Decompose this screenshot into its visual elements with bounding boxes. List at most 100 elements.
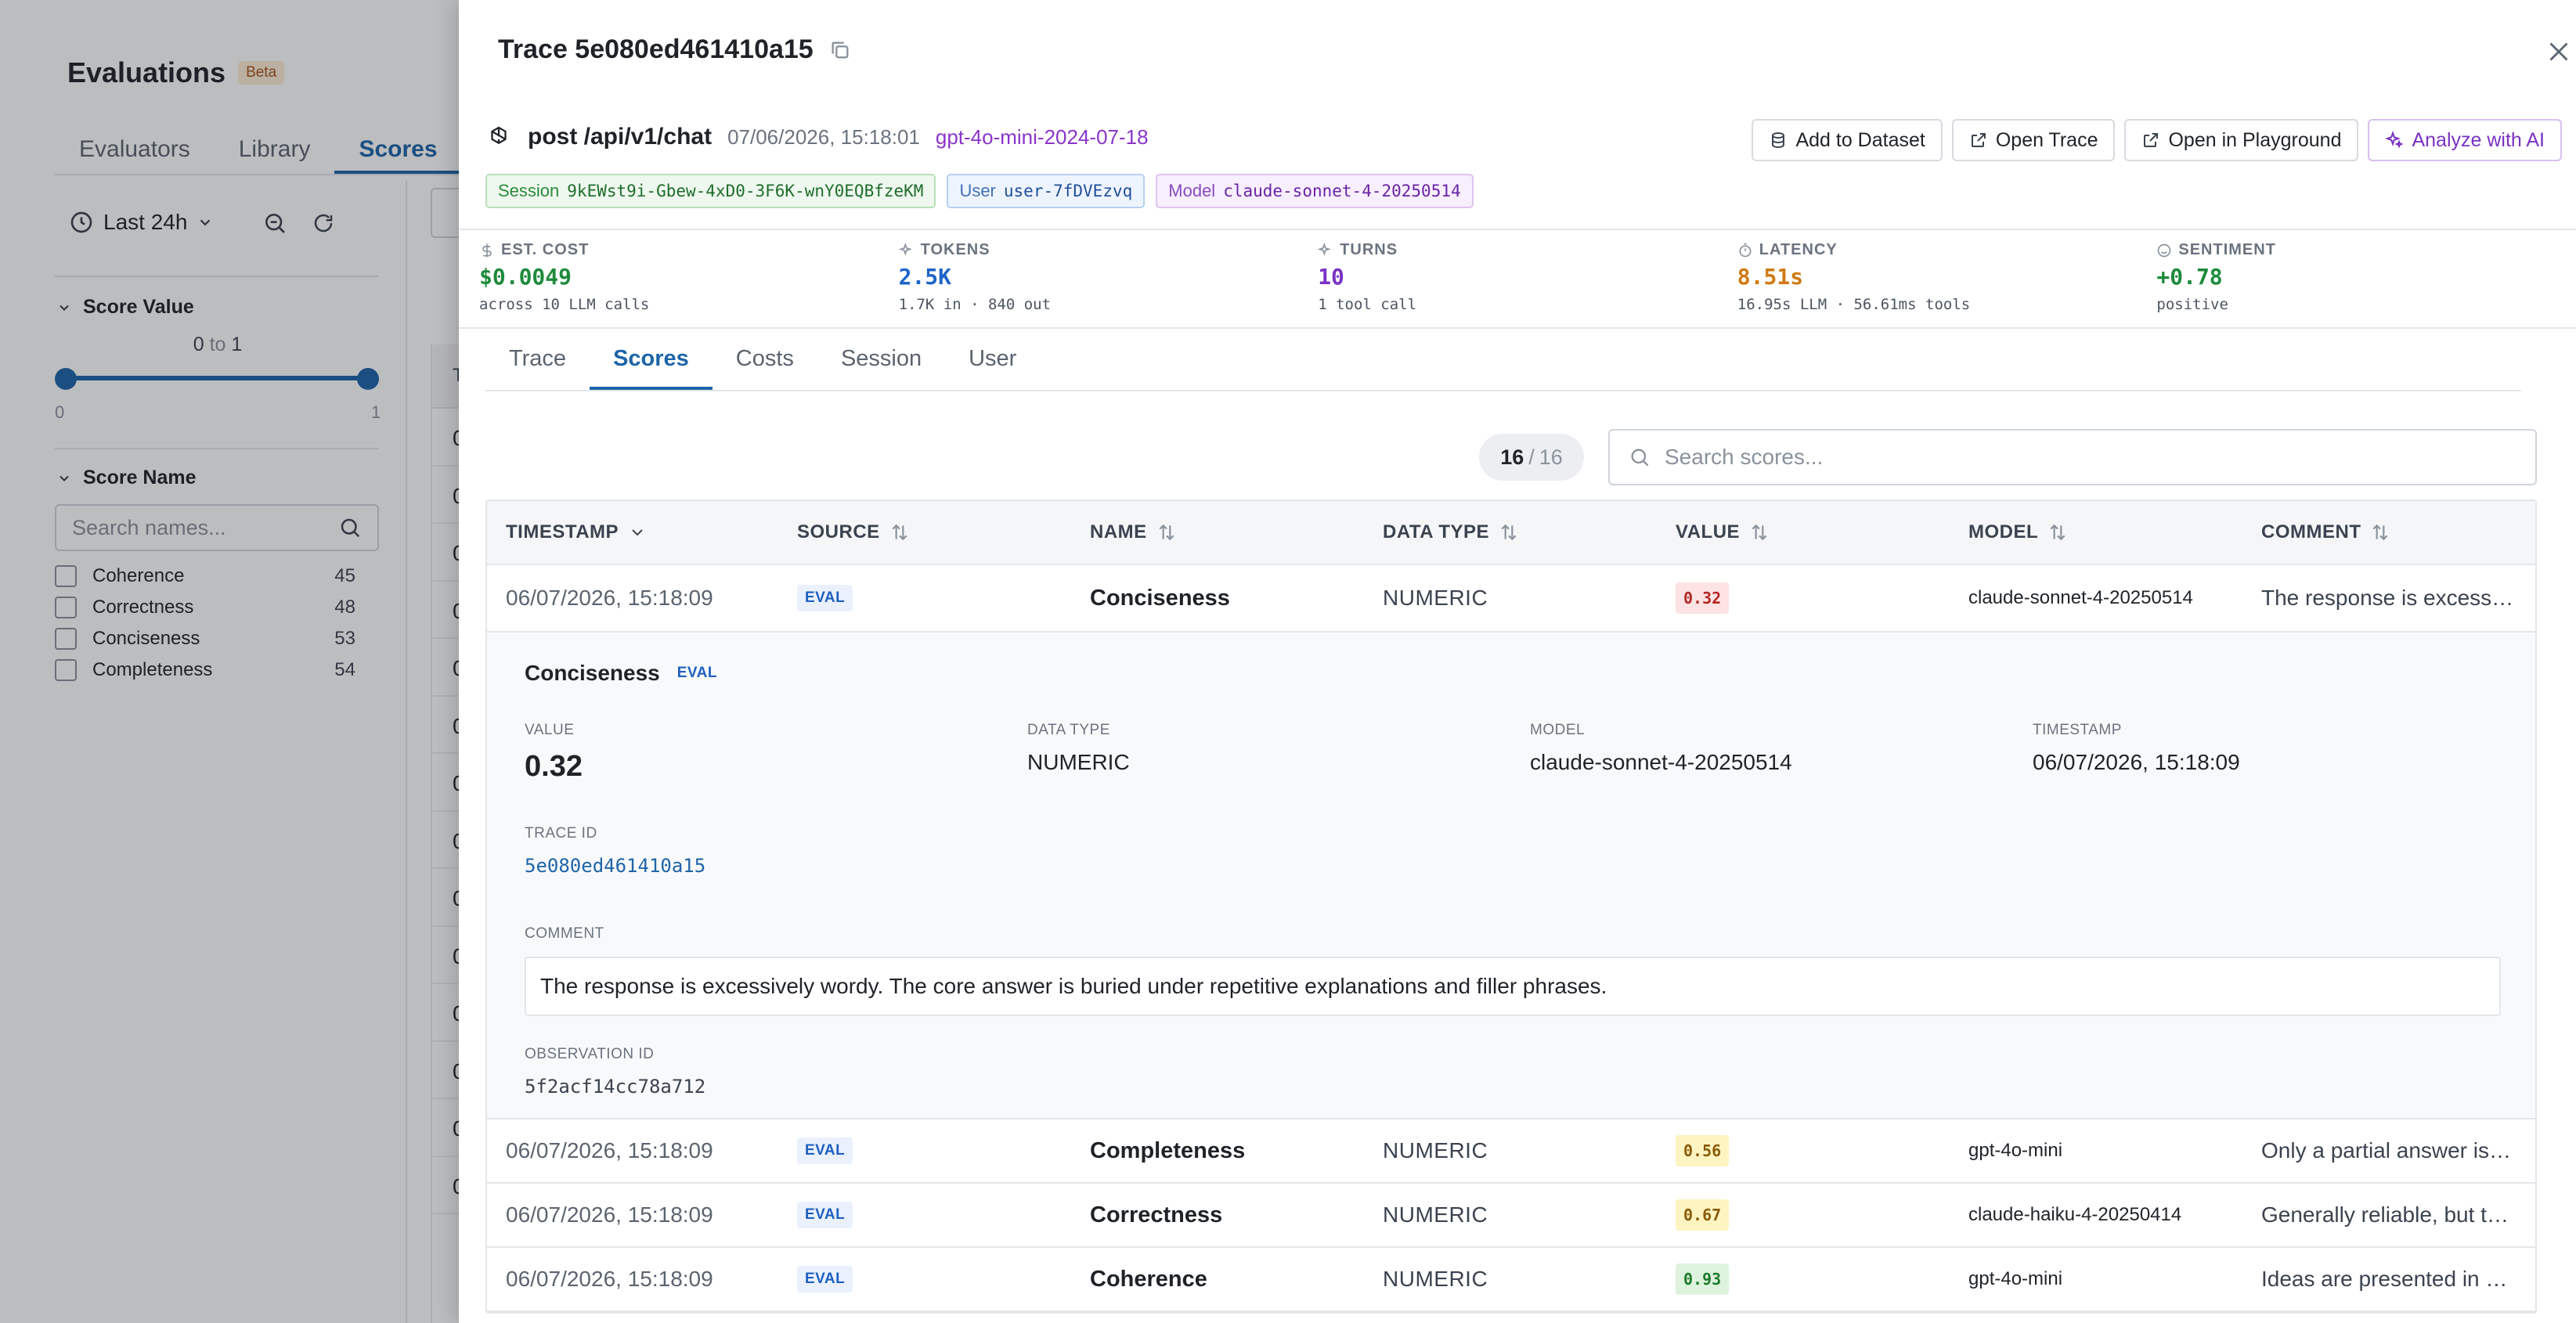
slider-min-label: 0 [55,402,65,422]
tab-trace[interactable]: Trace [509,346,567,371]
time-range-label: Last 24h [103,210,188,234]
detail-timestamp-label: TIMESTAMP [2033,722,2122,738]
checkbox[interactable] [55,659,77,681]
column-header-name[interactable]: NAME [1071,521,1364,543]
scores-count-total: 16 [1539,445,1563,469]
sort-icon [1752,524,1767,541]
scores-count-badge: 16 / 16 [1479,434,1584,481]
score-name-option[interactable]: Coherence 45 [55,561,379,592]
search-scores-input[interactable]: Search scores... [1608,429,2537,485]
analyze-with-ai-button[interactable]: Analyze with AI [2368,119,2562,161]
user-tag[interactable]: User user-7fDVEzvq [947,174,1145,208]
header-label: MODEL [1968,521,2039,543]
cell-source: EVAL [778,1266,1071,1292]
tab-user[interactable]: User [969,346,1017,371]
checkbox[interactable] [55,628,77,650]
open-trace-button[interactable]: Open Trace [1951,119,2116,161]
column-header-model[interactable]: MODEL [1950,521,2242,543]
table-row[interactable]: 06/07/2026, 15:18:09 EVAL Conciseness NU… [487,565,2535,633]
metric-sub: across 10 LLM calls [479,296,650,313]
sparkles-icon [2385,131,2405,149]
score-name-search-input[interactable]: Search names... [55,504,379,551]
zoom-out-button[interactable] [262,210,288,236]
refresh-button[interactable] [310,210,337,236]
range-max-text: 1 [231,333,243,355]
detail-source: EVAL [676,665,718,681]
metric-label: TOKENS [920,241,990,258]
detail-model-label: MODEL [1530,722,1586,738]
slider-min-handle[interactable] [55,368,77,390]
slider-max-handle[interactable] [357,368,379,390]
add-to-dataset-label: Add to Dataset [1795,128,1925,151]
sort-icon [2373,524,2388,541]
model-tag[interactable]: Model claude-sonnet-4-20250514 [1156,174,1474,208]
filter-sidebar [0,180,407,1323]
column-header-data-type[interactable]: DATA TYPE [1364,521,1657,543]
column-header-comment[interactable]: COMMENT [2242,521,2535,543]
search-icon [1631,449,1649,467]
slider-max-label: 1 [371,402,381,422]
cell-comment: Ideas are presented in a logical order. [2242,1267,2535,1292]
option-count: 54 [334,659,355,680]
session-tag-label: Session [498,181,560,200]
header-label: DATA TYPE [1383,521,1490,543]
database-icon [1772,132,1785,149]
metric-sub: 1.7K in · 840 out [898,296,1052,313]
clock-icon [70,211,92,233]
detail-trace-id-link[interactable]: 5e080ed461410a15 [525,855,706,877]
openai-logo-icon [491,126,507,145]
sort-icon [1501,524,1517,541]
checkbox[interactable] [55,565,77,587]
table-row[interactable]: 06/07/2026, 15:18:09 EVAL Correctness NU… [487,1184,2535,1248]
metric-tokens: TOKENS 2.5K 1.7K in · 840 out [898,230,1319,327]
open-in-playground-button[interactable]: Open in Playground [2124,119,2359,161]
tab-evaluators[interactable]: Evaluators [79,136,190,162]
column-header-timestamp[interactable]: TIMESTAMP [487,521,778,543]
score-name-section-toggle[interactable]: Score Name [56,467,197,489]
tab-scores[interactable]: Scores [334,125,462,174]
tab-library[interactable]: Library [238,136,311,162]
trace-model-link[interactable]: gpt-4o-mini-2024-07-18 [935,124,1149,149]
score-value-section-toggle[interactable]: Score Value [56,296,194,319]
metric-value: $0.0049 [479,264,572,290]
checkbox[interactable] [55,597,77,618]
tab-session[interactable]: Session [840,346,922,371]
column-header-source[interactable]: SOURCE [778,521,1071,543]
add-to-dataset-button[interactable]: Add to Dataset [1752,119,1943,161]
header-label: COMMENT [2261,521,2361,543]
tab-scores[interactable]: Scores [590,329,713,390]
cell-data-type: NUMERIC [1383,1138,1488,1163]
cell-model: gpt-4o-mini [1968,1140,2063,1161]
value-badge: 0.67 [1676,1199,1730,1231]
score-name-option[interactable]: Conciseness 53 [55,623,379,654]
metric-sentiment: SENTIMENT +0.78 positive [2156,230,2576,327]
search-icon [341,518,360,538]
time-range-select[interactable]: Last 24h [69,210,214,235]
close-icon[interactable] [2545,38,2573,66]
tab-costs[interactable]: Costs [735,346,794,371]
value-badge: 0.93 [1676,1264,1730,1295]
cell-source: EVAL [778,585,1071,611]
header-label: SOURCE [797,521,880,543]
column-header-value[interactable]: VALUE [1657,521,1950,543]
cell-name: Conciseness [1090,585,1230,611]
score-value-label: Score Value [83,296,194,318]
score-name-option[interactable]: Correctness 48 [55,592,379,623]
table-row[interactable]: 06/07/2026, 15:18:09 EVAL Coherence NUME… [487,1248,2535,1312]
chevron-down-icon [60,475,69,481]
header-label: NAME [1090,521,1147,543]
open-in-playground-label: Open in Playground [2168,128,2342,151]
copy-icon[interactable] [829,39,851,61]
detail-value: 0.32 [525,750,583,783]
session-tag[interactable]: Session 9kEWst9i-Gbew-4xD0-3F6K-wnY0EQBf… [485,174,936,208]
cell-comment: Generally reliable, but there are minor … [2242,1202,2535,1227]
table-row[interactable]: 06/07/2026, 15:18:09 EVAL Completeness N… [487,1119,2535,1184]
cell-timestamp: 06/07/2026, 15:18:09 [506,1202,713,1227]
score-name-option[interactable]: Completeness 54 [55,654,379,686]
score-value-slider[interactable] [66,376,368,380]
user-tag-label: User [959,181,996,200]
metric-sub: 16.95s LLM · 56.61ms tools [1737,296,1971,313]
modal-backdrop[interactable] [0,0,459,1323]
comment-text: The response is excessively wordy. The c… [2261,586,2516,610]
value-badge: 0.56 [1676,1135,1730,1166]
